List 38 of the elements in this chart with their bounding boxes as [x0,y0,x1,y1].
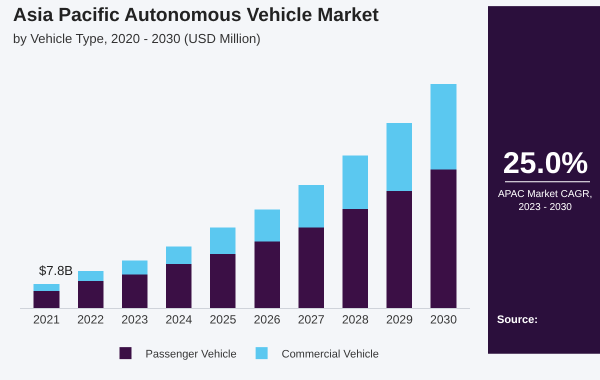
bar [34,284,60,291]
bar [298,184,324,228]
bar [342,209,368,308]
x-tick-label: 2021 [33,312,60,326]
bar [166,264,192,308]
x-tick-label: 2025 [210,312,237,326]
text: APAC Market CAGR, 2023 - 2030 [498,189,592,213]
legend-label: Passenger Vehicle [146,348,237,360]
bar [254,241,280,308]
x-tick-label: 2024 [165,312,192,326]
bar [34,290,60,308]
x-tick-label: 2029 [386,312,414,326]
bar [430,170,456,308]
x-tick-label: 2023 [121,312,148,326]
chart-title: Asia Pacific Autonomous Vehicle Market [13,5,380,26]
bar [298,228,324,308]
bar [210,228,236,254]
text: 25.0% [503,147,588,180]
annotation: $7.8B [39,263,73,278]
bar [254,209,280,242]
x-tick-label: 2030 [430,312,458,326]
bar [78,280,104,308]
bar [210,254,236,308]
bar [166,246,192,264]
x-tick-label: 2028 [342,312,369,326]
bar [342,155,368,210]
x-tick-label: 2027 [298,312,325,326]
x-tick-label: 2026 [254,312,281,326]
bar [430,84,456,170]
bar [78,271,104,281]
source-note: Source: [497,314,538,326]
bar [122,274,148,308]
legend-label: Commercial Vehicle [282,348,379,360]
chart-subtitle: by Vehicle Type, 2020 - 2030 (USD Million) [13,31,261,46]
bar [386,191,412,308]
bar [386,122,412,192]
x-tick-label: 2022 [77,312,104,326]
bar [122,260,148,275]
